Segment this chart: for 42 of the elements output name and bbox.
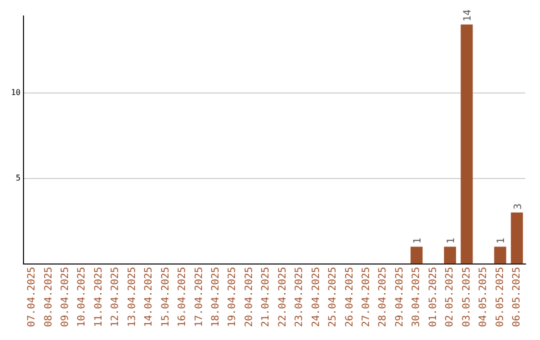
y-tick-label: 5 [16, 173, 21, 182]
bar [460, 24, 473, 264]
data-label: 1 [446, 238, 458, 244]
x-tick-label: 08.04.2025 [43, 266, 54, 328]
data-label: 14 [462, 10, 474, 22]
x-tick-label: 04.05.2025 [478, 266, 490, 328]
x-tick-label: 29.04.2025 [394, 266, 406, 328]
x-tick-label: 07.04.2025 [26, 266, 38, 328]
x-tick-label: 12.04.2025 [110, 266, 122, 328]
x-tick-label: 03.05.2025 [461, 266, 472, 328]
bar [444, 246, 456, 264]
x-tick-label: 18.04.2025 [210, 266, 222, 328]
x-tick-label: 17.04.2025 [194, 266, 205, 328]
x-tick-label: 13.04.2025 [126, 266, 138, 328]
x-tick-label: 14.04.2025 [144, 266, 155, 328]
x-tick-label: 05.05.2025 [494, 266, 506, 328]
y-tick-label: 10 [10, 88, 21, 97]
bar [510, 212, 523, 264]
x-tick-label: 09.04.2025 [60, 266, 72, 328]
x-tick-label: 06.05.2025 [511, 266, 522, 328]
x-tick-label: 27.04.2025 [361, 266, 372, 328]
x-tick-label: 26.04.2025 [344, 266, 356, 328]
x-tick-label: 10.04.2025 [76, 266, 88, 328]
x-tick-label: 11.04.2025 [93, 266, 104, 328]
x-tick-label: 16.04.2025 [177, 266, 188, 328]
x-tick-label: 24.04.2025 [310, 266, 322, 328]
x-tick-label: 01.05.2025 [428, 266, 439, 328]
bar [494, 246, 506, 264]
x-tick-label: 19.04.2025 [227, 266, 238, 328]
data-label: 1 [412, 238, 424, 244]
data-label: 1 [496, 238, 508, 244]
x-tick-label: 30.04.2025 [411, 266, 422, 328]
x-tick-label: 25.04.2025 [328, 266, 339, 328]
x-tick-label: 15.04.2025 [160, 266, 172, 328]
bar [410, 246, 423, 264]
x-tick-label: 02.05.2025 [444, 266, 456, 328]
data-label: 3 [512, 203, 524, 210]
x-tick-label: 28.04.2025 [378, 266, 389, 328]
x-tick-label: 23.04.2025 [294, 266, 306, 328]
x-tick-label: 21.04.2025 [260, 266, 272, 328]
x-tick-label: 22.04.2025 [277, 266, 288, 328]
x-tick-label: 20.04.2025 [244, 266, 255, 328]
